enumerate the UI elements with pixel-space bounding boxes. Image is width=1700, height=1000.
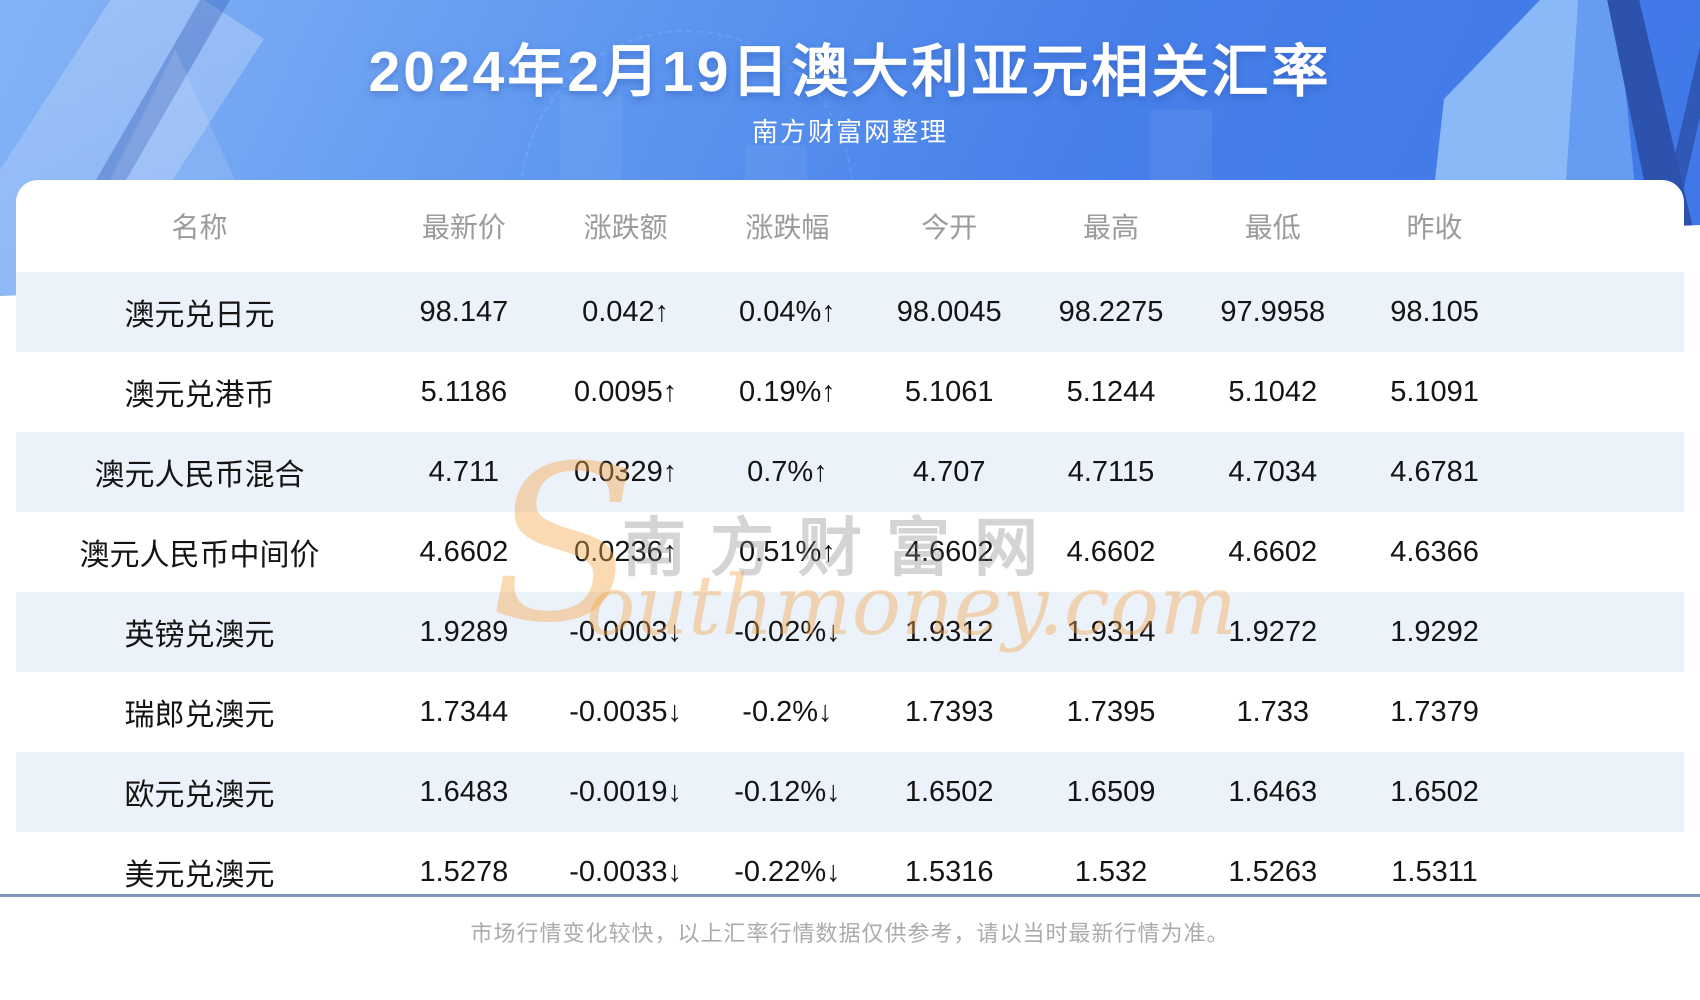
cell-low: 5.1042 xyxy=(1228,375,1318,408)
cell-prev: 4.6366 xyxy=(1390,535,1479,568)
cell-change: -0.0035↓ xyxy=(569,695,683,728)
cell-open: 4.707 xyxy=(912,455,986,488)
cell-change_pct: -0.22%↓ xyxy=(734,855,841,888)
cell-open: 1.5316 xyxy=(904,855,994,888)
cell-low: 1.5263 xyxy=(1228,855,1318,888)
cell-spacer xyxy=(1515,832,1684,912)
cell-low: 1.733 xyxy=(1236,695,1310,728)
cell-name: 澳元兑日元 xyxy=(124,299,275,332)
cell-change: 0.042↑ xyxy=(582,295,670,328)
cell-prev: 1.5311 xyxy=(1391,855,1478,888)
cell-high: 4.6602 xyxy=(1066,535,1156,568)
cell-name: 英镑兑澳元 xyxy=(124,619,275,652)
cell-spacer xyxy=(1515,592,1684,672)
table-row: 美元兑澳元 1.5278 -0.0033↓ -0.22%↓ 1.5316 1.532 1.5… xyxy=(16,832,1684,912)
cell-prev: 1.6502 xyxy=(1390,775,1479,808)
table-row: 英镑兑澳元 1.9289 -0.0003↓ -0.02%↓ 1.9312 1.9314 1.… xyxy=(16,592,1684,672)
cell-spacer xyxy=(1515,432,1684,512)
cell-high: 1.9314 xyxy=(1066,615,1156,648)
cell-open: 4.6602 xyxy=(904,535,994,568)
table-row: 澳元兑港币 5.1186 0.0095↑ 0.19%↑ 5.1061 5.1244 5.10… xyxy=(16,352,1684,432)
rates-card: 名称 最新价 涨跌额 涨跌幅 今开 最高 最低 昨收 澳元兑日元 98.147 0.042↑ 0.0… xyxy=(16,180,1684,912)
cell-change_pct: -0.12%↓ xyxy=(734,775,841,808)
cell-change_pct: -0.02%↓ xyxy=(734,615,841,648)
table-row: 欧元兑澳元 1.6483 -0.0019↓ -0.12%↓ 1.6502 1.6509 1.… xyxy=(16,752,1684,832)
cell-latest: 98.147 xyxy=(419,295,509,328)
table-header-row: 名称 最新价 涨跌额 涨跌幅 今开 最高 最低 昨收 xyxy=(16,180,1684,272)
column-header-1: 最新价 xyxy=(421,212,506,243)
cell-high: 1.7395 xyxy=(1066,695,1156,728)
cell-name: 美元兑澳元 xyxy=(124,859,275,892)
cell-spacer xyxy=(1515,352,1684,432)
cell-latest: 1.7344 xyxy=(419,695,509,728)
cell-change: -0.0003↓ xyxy=(569,615,683,648)
cell-latest: 4.6602 xyxy=(419,535,509,568)
cell-change_pct: 0.19%↑ xyxy=(739,375,836,408)
cell-name: 澳元人民币中间价 xyxy=(79,539,320,572)
cell-low: 1.6463 xyxy=(1228,775,1318,808)
cell-name: 瑞郎兑澳元 xyxy=(124,699,275,732)
page-title: 2024年2月19日澳大利亚元相关汇率 xyxy=(368,40,1332,104)
cell-change: 0.0236↑ xyxy=(574,535,678,568)
column-header-2: 涨跌额 xyxy=(583,212,668,243)
disclaimer-text: 市场行情变化较快，以上汇率行情数据仅供参考，请以当时最新行情为准。 xyxy=(470,921,1230,946)
cell-name: 欧元兑澳元 xyxy=(124,779,275,812)
cell-change: 0.0329↑ xyxy=(574,455,678,488)
cell-open: 1.9312 xyxy=(904,615,994,648)
cell-change_pct: 0.7%↑ xyxy=(747,455,828,488)
cell-high: 1.6509 xyxy=(1066,775,1156,808)
column-header-4: 今开 xyxy=(921,212,978,243)
cell-latest: 4.711 xyxy=(428,455,500,488)
table-row: 澳元人民币中间价 4.6602 0.0236↑ 0.51%↑ 4.6602 4.6602 4… xyxy=(16,512,1684,592)
cell-latest: 1.5278 xyxy=(419,855,509,888)
cell-prev: 5.1091 xyxy=(1390,375,1479,408)
column-header-6: 最低 xyxy=(1244,212,1301,243)
cell-name: 澳元人民币混合 xyxy=(94,459,305,492)
exchange-rate-table: 名称 最新价 涨跌额 涨跌幅 今开 最高 最低 昨收 澳元兑日元 98.147 0.042↑ 0.0… xyxy=(16,180,1684,912)
cell-open: 1.7393 xyxy=(904,695,994,728)
cell-latest: 1.6483 xyxy=(419,775,509,808)
table-row: 澳元兑日元 98.147 0.042↑ 0.04%↑ 98.0045 98.2275 97.… xyxy=(16,272,1684,352)
cell-latest: 5.1186 xyxy=(420,375,508,408)
cell-low: 1.9272 xyxy=(1228,615,1318,648)
cell-change_pct: 0.51%↑ xyxy=(739,535,836,568)
cell-prev: 1.7379 xyxy=(1390,695,1479,728)
cell-latest: 1.9289 xyxy=(419,615,509,648)
column-spacer xyxy=(1515,180,1684,272)
cell-open: 98.0045 xyxy=(896,295,1002,328)
cell-prev: 1.9292 xyxy=(1390,615,1479,648)
cell-prev: 98.105 xyxy=(1390,295,1479,328)
cell-open: 5.1061 xyxy=(904,375,994,408)
cell-spacer xyxy=(1515,512,1684,592)
cell-change: -0.0019↓ xyxy=(569,775,683,808)
cell-low: 4.6602 xyxy=(1228,535,1318,568)
cell-open: 1.6502 xyxy=(904,775,994,808)
cell-high: 1.532 xyxy=(1074,855,1148,888)
cell-high: 4.7115 xyxy=(1067,455,1155,488)
cell-high: 98.2275 xyxy=(1058,295,1164,328)
column-header-3: 涨跌幅 xyxy=(745,212,830,243)
cell-low: 97.9958 xyxy=(1220,295,1326,328)
column-header-7: 昨收 xyxy=(1406,212,1463,243)
cell-spacer xyxy=(1515,272,1684,352)
cell-change_pct: 0.04%↑ xyxy=(739,295,836,328)
cell-prev: 4.6781 xyxy=(1390,455,1479,488)
cell-change_pct: -0.2%↓ xyxy=(742,695,833,728)
cell-change: 0.0095↑ xyxy=(574,375,678,408)
table-row: 澳元人民币混合 4.711 0.0329↑ 0.7%↑ 4.707 4.7115 4.703… xyxy=(16,432,1684,512)
column-header-0: 名称 xyxy=(171,212,228,243)
page-subtitle: 南方财富网整理 xyxy=(751,117,948,147)
cell-name: 澳元兑港币 xyxy=(124,379,275,412)
cell-high: 5.1244 xyxy=(1066,375,1156,408)
cell-spacer xyxy=(1515,672,1684,752)
cell-low: 4.7034 xyxy=(1228,455,1318,488)
bottom-divider xyxy=(0,894,1700,897)
column-header-5: 最高 xyxy=(1082,212,1139,243)
cell-change: -0.0033↓ xyxy=(569,855,683,888)
cell-spacer xyxy=(1515,752,1684,832)
table-row: 瑞郎兑澳元 1.7344 -0.0035↓ -0.2%↓ 1.7393 1.7395 1.7… xyxy=(16,672,1684,752)
